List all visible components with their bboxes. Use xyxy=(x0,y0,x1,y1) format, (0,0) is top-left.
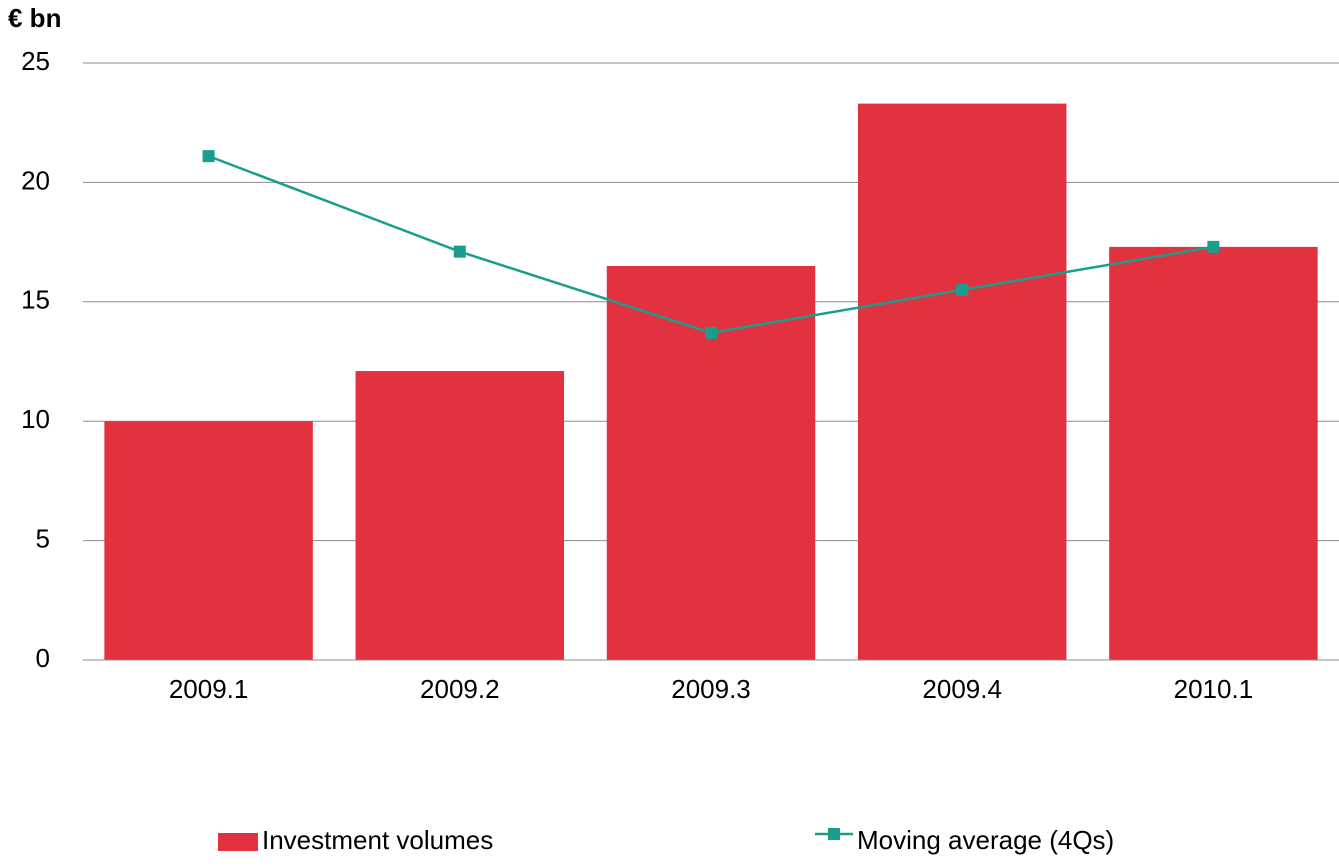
y-tick-label: 15 xyxy=(21,285,50,315)
y-axis-label: € bn xyxy=(8,3,61,33)
y-tick-label: 25 xyxy=(21,46,50,76)
y-tick-label: 10 xyxy=(21,404,50,434)
legend-label: Investment volumes xyxy=(262,825,493,855)
y-tick-label: 20 xyxy=(21,165,50,195)
line-marker xyxy=(202,150,215,163)
y-tick-label: 0 xyxy=(36,643,50,673)
y-tick-label: 5 xyxy=(36,523,50,553)
bar xyxy=(104,421,313,660)
line-marker xyxy=(453,245,466,258)
x-tick-label: 2009.3 xyxy=(671,674,751,704)
bar xyxy=(857,103,1067,660)
x-tick-label: 2009.4 xyxy=(922,674,1002,704)
line-marker xyxy=(1207,240,1220,253)
legend-swatch xyxy=(218,833,258,851)
x-tick-label: 2009.1 xyxy=(169,674,249,704)
bar xyxy=(355,371,565,660)
x-tick-label: 2010.1 xyxy=(1174,674,1254,704)
bar xyxy=(1109,246,1318,660)
legend-label: Moving average (4Qs) xyxy=(857,825,1114,855)
line-marker xyxy=(705,326,717,339)
bar xyxy=(606,265,816,660)
legend-marker xyxy=(828,828,840,840)
x-tick-label: 2009.2 xyxy=(420,674,500,704)
line-marker xyxy=(956,283,969,296)
